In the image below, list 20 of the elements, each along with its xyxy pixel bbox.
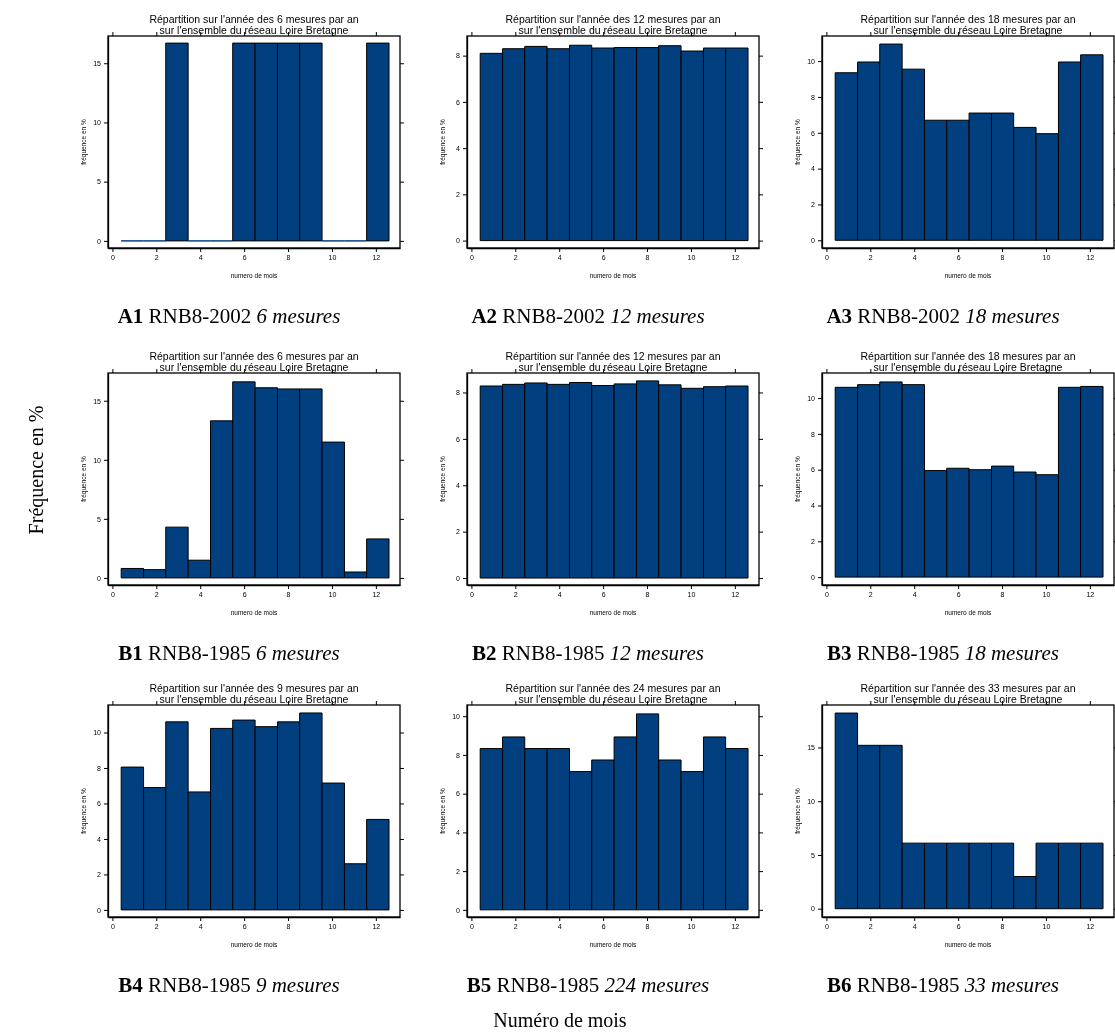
chart-title: Répartition sur l'année des 12 mesures par an sur l'ensemble du réseau Loire Bretagne: [505, 13, 721, 36]
chart-title: Répartition sur l'année des 18 mesures par an sur l'ensemble du réseau Loire Bretagne: [860, 13, 1076, 36]
chart-title: Répartition sur l'année des 6 mesures par an sur l'ensemble du réseau Loire Bretagne: [149, 13, 359, 36]
text: A3 RNB8-2002 18 mesures: [826, 304, 1060, 328]
chart-title: Répartition sur l'année des 12 mesures par an sur l'ensemble du réseau Loire Bretagne: [505, 350, 721, 373]
chart-title: Répartition sur l'année des 24 mesures par an sur l'ensemble du réseau Loire Bretagne: [505, 682, 721, 705]
chart-title: Répartition sur l'année des 6 mesures par an sur l'ensemble du réseau Loire Bretagne: [149, 350, 359, 373]
text: B6 RNB8-1985 33 mesures: [827, 973, 1059, 997]
text: A2 RNB8-2002 12 mesures: [471, 304, 705, 328]
text: B5 RNB8-1985 224 mesures: [466, 973, 710, 997]
text: A1 RNB8-2002 6 mesures: [117, 304, 341, 328]
text: B3 RNB8-1985 18 mesures: [827, 641, 1059, 665]
text: B4 RNB8-1985 9 mesures: [118, 973, 340, 997]
text: Fréquence en %: [25, 405, 48, 535]
chart-title: Répartition sur l'année des 18 mesures par an sur l'ensemble du réseau Loire Bretagne: [860, 350, 1076, 373]
text: Numéro de mois: [493, 1009, 627, 1031]
chart-title: Répartition sur l'année des 33 mesures par an sur l'ensemble du réseau Loire Bretagne: [860, 682, 1076, 705]
text: B1 RNB8-1985 6 mesures: [118, 641, 340, 665]
chart-title: Répartition sur l'année des 9 mesures par an sur l'ensemble du réseau Loire Bretagne: [149, 682, 359, 705]
text: B2 RNB8-1985 12 mesures: [472, 641, 704, 665]
